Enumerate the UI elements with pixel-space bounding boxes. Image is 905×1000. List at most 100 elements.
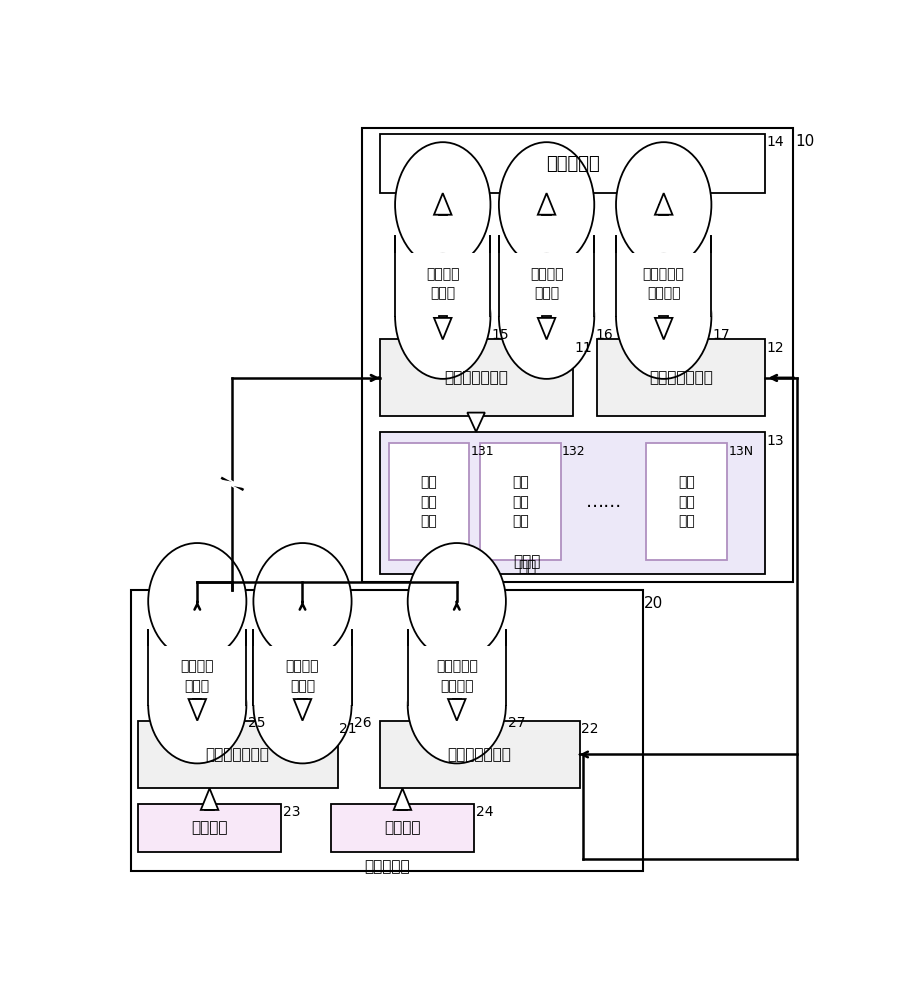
Ellipse shape [148, 647, 246, 763]
Text: 模式筛选器: 模式筛选器 [546, 155, 599, 173]
Polygon shape [201, 788, 218, 810]
Ellipse shape [407, 543, 506, 659]
Bar [472, 413, 481, 416]
Text: 第１恶意
程序库: 第１恶意 程序库 [426, 267, 460, 300]
Bar [362, 128, 794, 582]
Bar [452, 699, 461, 705]
Bar [660, 205, 668, 215]
Text: 21: 21 [339, 722, 357, 736]
Text: 12: 12 [767, 341, 785, 355]
Text: 第２网络攻
击模式库: 第２网络攻 击模式库 [436, 660, 478, 693]
Text: 16: 16 [595, 328, 614, 342]
Bar [380, 134, 766, 193]
Bar [138, 721, 338, 788]
Bar [148, 630, 246, 705]
Ellipse shape [253, 647, 351, 763]
Text: 15: 15 [492, 328, 510, 342]
Polygon shape [434, 318, 452, 339]
Text: 第１行为检测器: 第１行为检测器 [444, 370, 508, 385]
Text: 云端: 云端 [518, 559, 536, 574]
Bar [439, 316, 447, 318]
Ellipse shape [253, 543, 351, 659]
Ellipse shape [616, 254, 711, 379]
Bar [480, 443, 560, 560]
Text: 11: 11 [575, 341, 593, 355]
Bar [398, 804, 406, 810]
Bar [616, 236, 711, 316]
Text: 17: 17 [713, 328, 730, 342]
Bar [252, 646, 352, 705]
Polygon shape [538, 318, 556, 339]
Text: 24: 24 [476, 805, 493, 819]
Bar [395, 253, 491, 316]
Bar [253, 630, 352, 705]
Text: 第１网络攻
击模式库: 第１网络攻 击模式库 [643, 267, 685, 300]
Text: 第１网络检测器: 第１网络检测器 [649, 370, 713, 385]
Bar [330, 804, 474, 851]
Text: 131: 131 [471, 445, 494, 458]
Text: 27: 27 [508, 716, 526, 730]
Polygon shape [294, 699, 311, 721]
Polygon shape [434, 193, 452, 215]
Text: 第１可信
程序库: 第１可信 程序库 [529, 267, 563, 300]
Bar [138, 804, 281, 851]
Text: 第１
扫描
引擎: 第１ 扫描 引擎 [421, 475, 437, 528]
Bar [542, 205, 551, 215]
Bar [389, 443, 470, 560]
Bar [380, 339, 573, 416]
Text: 行为探针: 行为探针 [191, 820, 228, 835]
Bar [597, 339, 766, 416]
Text: 13N: 13N [729, 445, 753, 458]
Bar [542, 316, 551, 318]
Bar [193, 699, 202, 705]
Bar [660, 316, 668, 318]
Text: 20: 20 [644, 596, 663, 611]
Bar [646, 443, 727, 560]
Text: 25: 25 [249, 716, 266, 730]
Text: 22: 22 [581, 722, 598, 736]
Bar [407, 646, 507, 705]
Text: 扫描器: 扫描器 [513, 554, 540, 569]
Text: 第Ｎ
扫描
引擎: 第Ｎ 扫描 引擎 [678, 475, 695, 528]
Bar [380, 721, 579, 788]
Text: 14: 14 [767, 135, 785, 149]
Ellipse shape [395, 254, 491, 379]
Polygon shape [538, 193, 556, 215]
Text: 第２可信
程序库: 第２可信 程序库 [286, 660, 319, 693]
Bar [380, 432, 766, 574]
Text: 26: 26 [354, 716, 371, 730]
Text: 13: 13 [767, 434, 785, 448]
Text: ……: …… [586, 493, 623, 511]
Text: 23: 23 [283, 805, 300, 819]
Ellipse shape [407, 647, 506, 763]
Ellipse shape [499, 254, 595, 379]
Text: 第２恶意
程序库: 第２恶意 程序库 [180, 660, 214, 693]
Ellipse shape [499, 142, 595, 267]
Polygon shape [394, 788, 411, 810]
Bar [499, 236, 595, 316]
Bar [407, 630, 506, 705]
Text: 10: 10 [795, 134, 814, 149]
Polygon shape [655, 318, 672, 339]
Bar [498, 253, 595, 316]
Polygon shape [655, 193, 672, 215]
Bar [130, 590, 643, 871]
Ellipse shape [148, 543, 246, 659]
Text: 第２行为检测器: 第２行为检测器 [205, 747, 270, 762]
Text: 目标客户端: 目标客户端 [364, 860, 409, 875]
Bar [395, 236, 491, 316]
Text: 132: 132 [562, 445, 586, 458]
Polygon shape [467, 413, 485, 432]
Text: 第２网络检测器: 第２网络检测器 [448, 747, 511, 762]
Bar [205, 804, 214, 810]
Polygon shape [448, 699, 465, 721]
Text: 第２
扫描
引擎: 第２ 扫描 引擎 [512, 475, 529, 528]
Bar [439, 205, 447, 215]
Polygon shape [188, 699, 206, 721]
Bar [615, 253, 712, 316]
Ellipse shape [395, 142, 491, 267]
Bar [148, 646, 247, 705]
Text: 网络探针: 网络探针 [385, 820, 421, 835]
Bar [299, 699, 307, 705]
Ellipse shape [616, 142, 711, 267]
